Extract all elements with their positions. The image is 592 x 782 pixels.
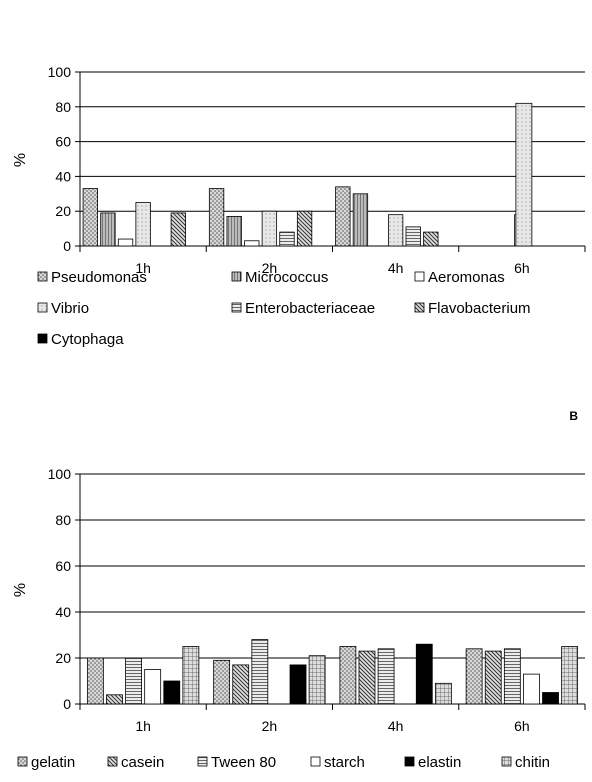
bar-gelatin bbox=[86, 657, 104, 705]
bar-micrococcus bbox=[100, 212, 116, 247]
bar-vibrio bbox=[515, 102, 533, 247]
legend-swatch bbox=[414, 302, 425, 313]
legend-label: Flavobacterium bbox=[428, 300, 531, 317]
x-tick-label: 2h bbox=[262, 718, 278, 734]
bar-aeromonas bbox=[117, 238, 134, 247]
bar-aeromonas bbox=[244, 240, 260, 247]
bar-elastin bbox=[542, 692, 559, 705]
bar-vibrio bbox=[261, 210, 278, 247]
y-tick-label: 80 bbox=[55, 99, 71, 115]
legend-label: Enterobacteriaceae bbox=[245, 300, 375, 317]
x-tick-label: 4h bbox=[388, 260, 404, 276]
y-tick-label: 40 bbox=[55, 168, 71, 184]
bar-gelatin bbox=[339, 646, 357, 705]
y-tick-label: 100 bbox=[48, 466, 72, 482]
y-tick-label: 20 bbox=[55, 650, 71, 666]
legend-label: Micrococcus bbox=[245, 269, 328, 286]
bar-pseudomonas bbox=[82, 188, 98, 247]
x-tick-label: 4h bbox=[388, 718, 404, 734]
bar-casein bbox=[358, 650, 376, 705]
y-axis-label: % bbox=[12, 153, 29, 167]
bar-tween-80 bbox=[377, 648, 395, 705]
legend-swatch bbox=[231, 302, 242, 313]
bar-enterobacteriaceae bbox=[279, 231, 295, 247]
bar-starch bbox=[523, 673, 540, 705]
bar-pseudomonas bbox=[335, 186, 351, 247]
y-tick-label: 100 bbox=[48, 64, 72, 80]
legend-label: starch bbox=[324, 754, 365, 771]
legend-label: gelatin bbox=[31, 754, 75, 771]
legend-swatch bbox=[501, 756, 512, 767]
legend-swatch bbox=[37, 333, 48, 344]
y-tick-label: 0 bbox=[63, 696, 71, 712]
x-tick-label: 2h bbox=[262, 260, 278, 276]
legend-label: Cytophaga bbox=[51, 331, 124, 348]
legend-swatch bbox=[197, 756, 208, 767]
legend-swatch bbox=[37, 271, 48, 282]
legend-swatch bbox=[404, 756, 415, 767]
bar-chitin bbox=[434, 682, 452, 705]
y-tick-label: 0 bbox=[63, 238, 71, 254]
y-tick-label: 20 bbox=[55, 203, 71, 219]
legend-label: casein bbox=[121, 754, 164, 771]
bar-casein bbox=[484, 650, 502, 705]
y-axis-label: % bbox=[12, 583, 29, 597]
legend-swatch bbox=[37, 302, 48, 313]
legend-label: elastin bbox=[418, 754, 461, 771]
bar-enterobacteriaceae bbox=[405, 226, 421, 247]
x-tick-label: 1h bbox=[135, 260, 151, 276]
legend-label: Vibrio bbox=[51, 300, 89, 317]
panel-label: B bbox=[569, 409, 578, 423]
legend-label: Aeromonas bbox=[428, 269, 505, 286]
bar-chitin bbox=[561, 646, 579, 705]
y-tick-label: 80 bbox=[55, 512, 71, 528]
bar-flavobacterium bbox=[423, 231, 439, 247]
bar-tween-80 bbox=[251, 639, 269, 705]
bar-vibrio bbox=[135, 202, 151, 247]
bar-micrococcus bbox=[226, 216, 242, 247]
legend-swatch bbox=[107, 756, 118, 767]
bar-tween-80 bbox=[125, 657, 142, 705]
x-tick-label: 6h bbox=[514, 718, 530, 734]
legend-label: chitin bbox=[515, 754, 550, 771]
legend-swatch bbox=[310, 756, 321, 767]
bar-tween-80 bbox=[503, 648, 521, 705]
bar-elastin bbox=[289, 664, 307, 705]
bar-gelatin bbox=[465, 648, 483, 705]
bar-flavobacterium bbox=[296, 210, 313, 247]
bar-starch bbox=[144, 669, 162, 705]
x-tick-label: 1h bbox=[135, 718, 151, 734]
legend-label: Pseudomonas bbox=[51, 269, 147, 286]
legend-swatch bbox=[231, 271, 242, 282]
bar-casein bbox=[232, 664, 250, 705]
legend-swatch bbox=[414, 271, 425, 282]
bar-vibrio bbox=[387, 214, 404, 247]
y-tick-label: 60 bbox=[55, 558, 71, 574]
bar-micrococcus bbox=[352, 193, 369, 247]
bar-casein bbox=[106, 694, 123, 705]
bar-pseudomonas bbox=[208, 188, 225, 247]
x-tick-label: 6h bbox=[514, 260, 530, 276]
legend-label: Tween 80 bbox=[211, 754, 276, 771]
y-tick-label: 60 bbox=[55, 134, 71, 150]
bar-gelatin bbox=[213, 659, 231, 705]
bar-elastin bbox=[415, 643, 433, 705]
bar-chitin bbox=[182, 646, 200, 705]
bar-flavobacterium bbox=[170, 212, 186, 247]
bar-elastin bbox=[163, 680, 181, 705]
legend-swatch bbox=[17, 756, 28, 767]
bar-chitin bbox=[308, 655, 326, 705]
y-tick-label: 40 bbox=[55, 604, 71, 620]
